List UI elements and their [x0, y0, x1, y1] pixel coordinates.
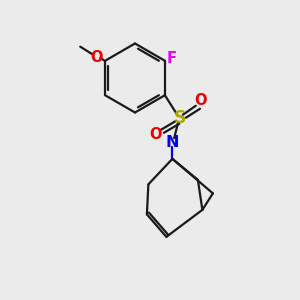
Text: O: O [150, 127, 162, 142]
Text: N: N [166, 135, 179, 150]
Text: S: S [174, 109, 186, 127]
Text: F: F [167, 51, 176, 66]
Text: O: O [91, 50, 103, 64]
Text: O: O [195, 93, 207, 108]
